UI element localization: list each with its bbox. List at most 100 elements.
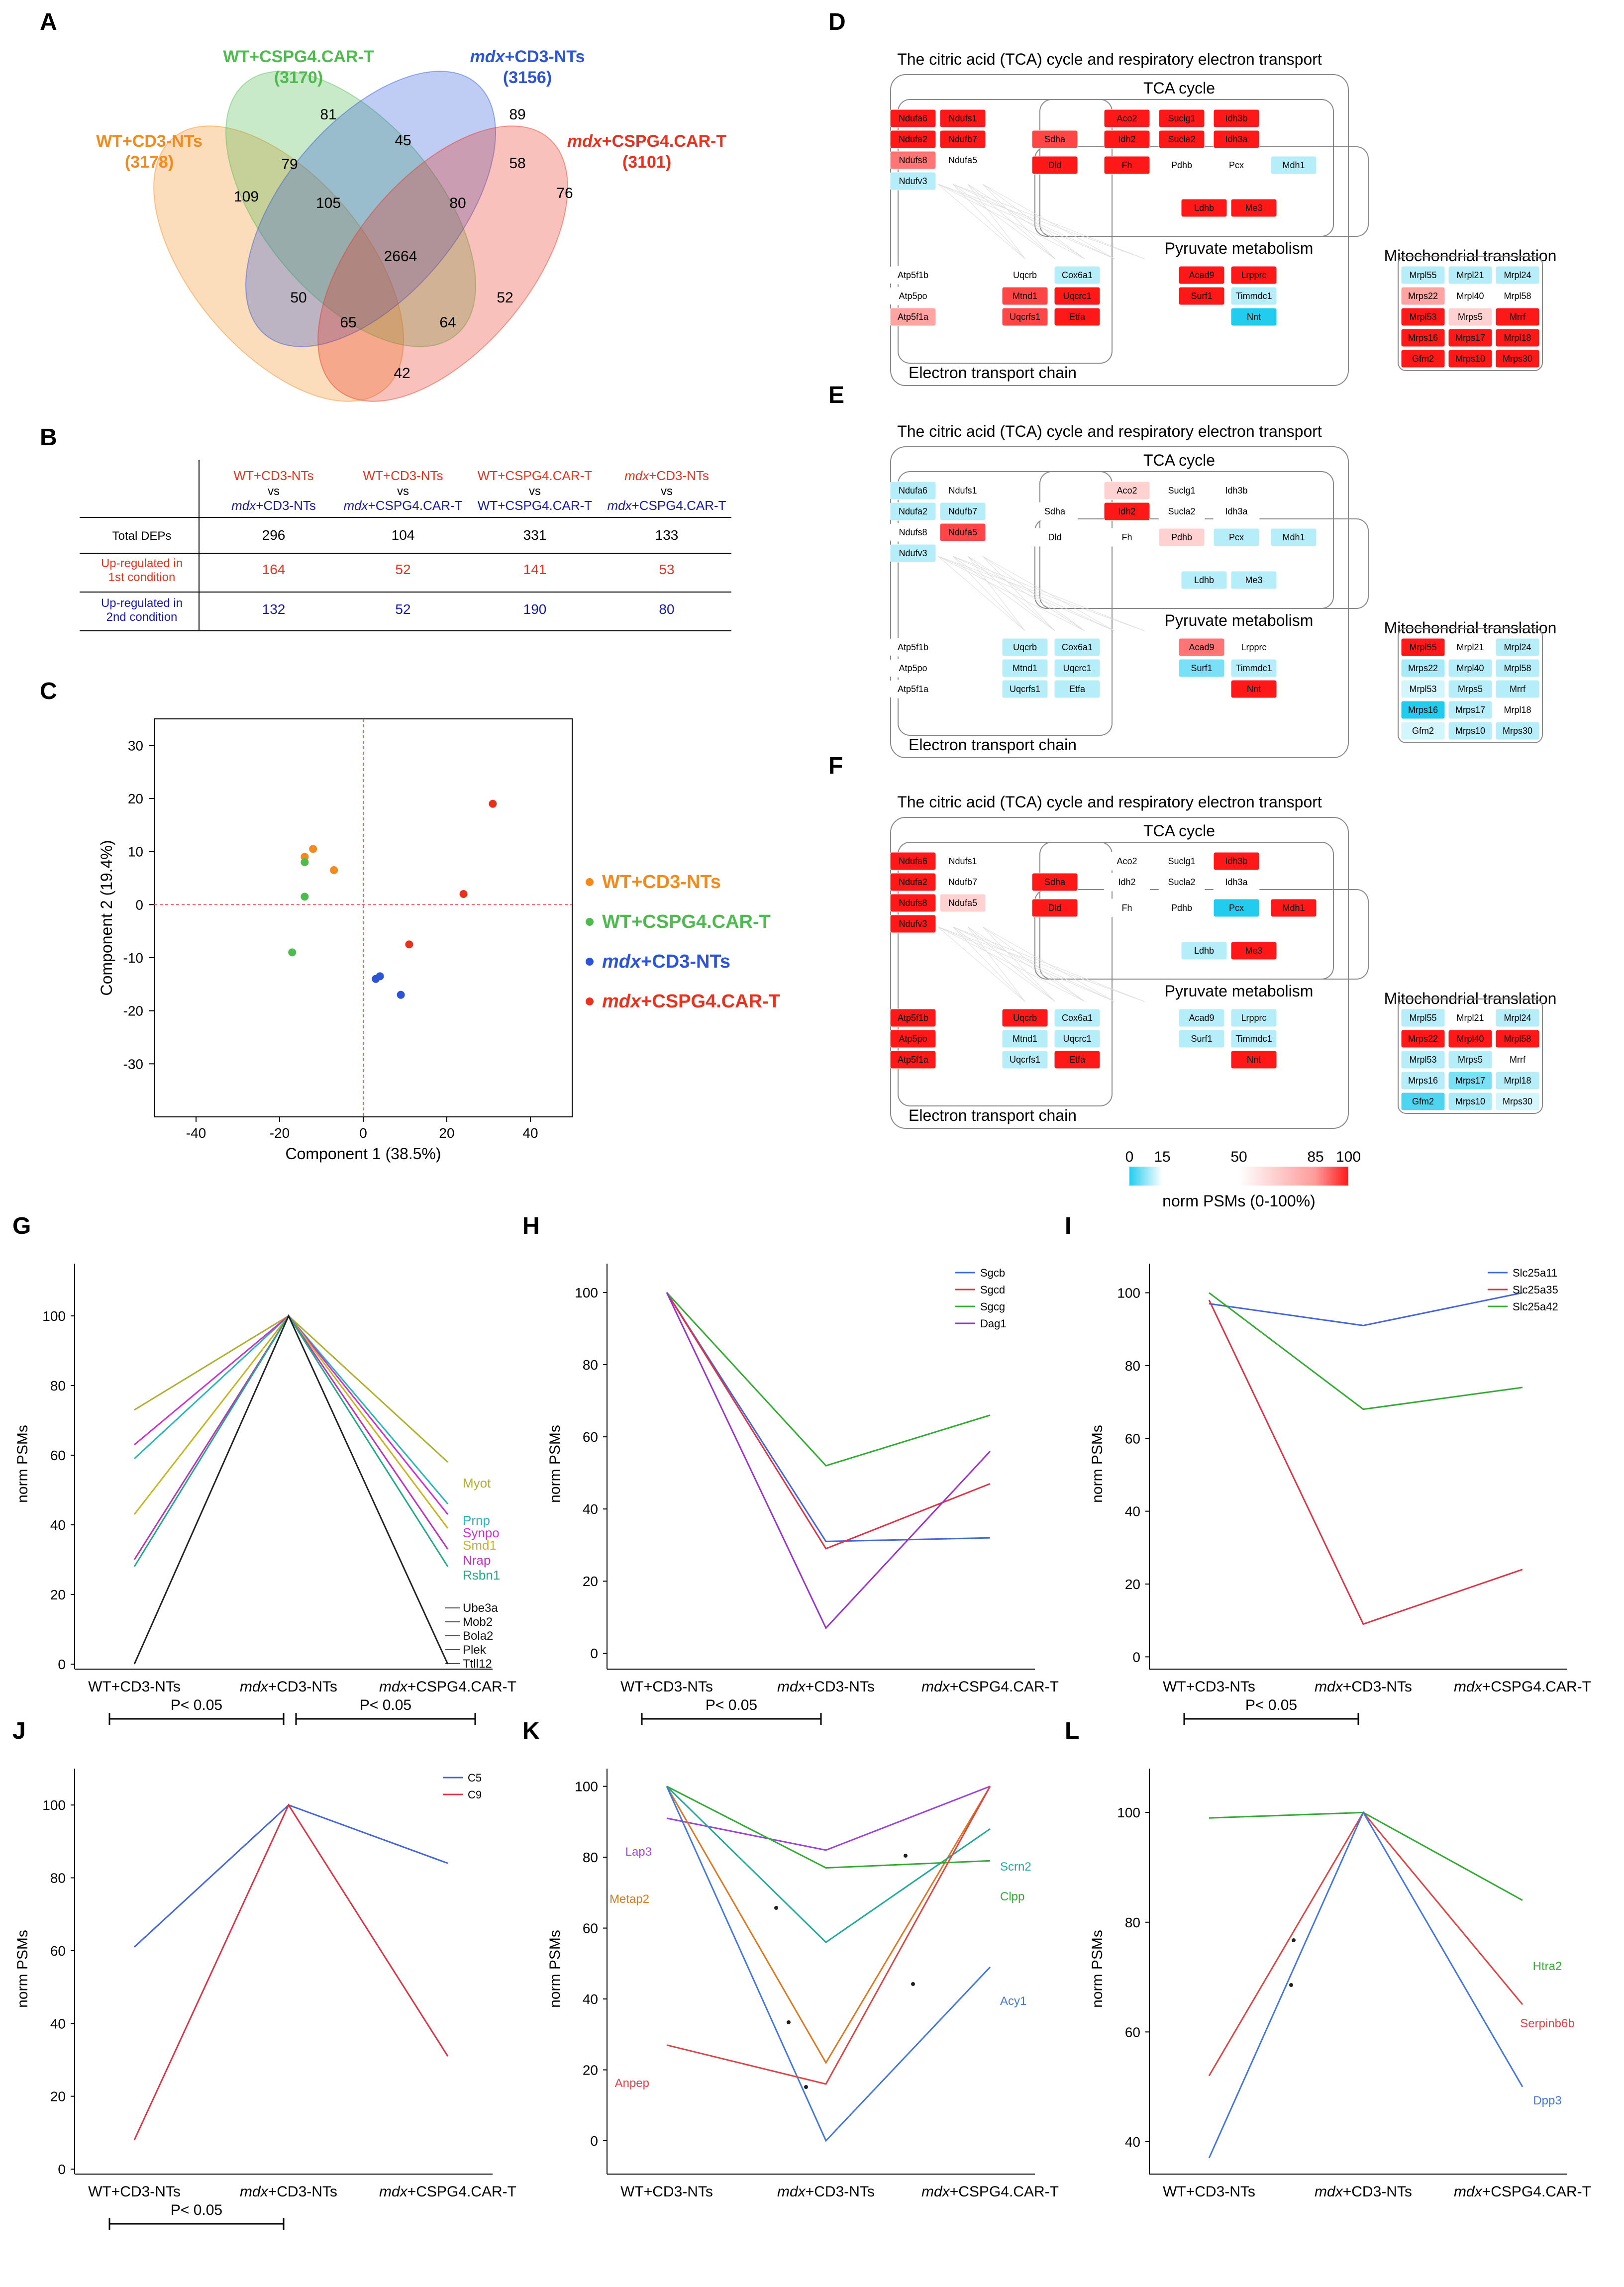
gene-box: Uqcrb	[1002, 1008, 1048, 1027]
significance-dot	[774, 1906, 778, 1910]
table-row-label: Total DEPs	[112, 529, 172, 543]
gene-box-fill	[1213, 156, 1260, 175]
label-suffix: +CSPG4.CAR-T	[950, 2184, 1059, 2200]
gene-box: Idh3b	[1213, 481, 1260, 500]
gene-box-fill	[1104, 130, 1150, 149]
gene-box: Mrpl58	[1495, 659, 1540, 678]
pyruvate-label: Pyruvate metabolism	[1165, 982, 1314, 1000]
x-tick-label: mdx+CD3-NTs	[777, 2184, 875, 2200]
panel-label-F: F	[828, 753, 843, 779]
gene-box: Mrps30	[1495, 721, 1540, 740]
gene-box-fill	[1054, 680, 1101, 698]
pca-ylabel: Component 2 (19.4%)	[98, 840, 115, 995]
gene-box-label: Ndufv3	[899, 548, 927, 558]
gene-box-fill	[939, 523, 986, 542]
colorbar-tick-label: 85	[1307, 1149, 1323, 1165]
gene-box-label: Suclg1	[1168, 486, 1195, 496]
pca-point	[301, 858, 309, 866]
venn-set-count: (3178)	[125, 153, 174, 172]
gene-box: Idh2	[1104, 130, 1150, 149]
gene-box: Uqcrb	[1002, 638, 1048, 657]
gene-box-label: Mdh1	[1282, 903, 1305, 913]
gene-box-label: Mrpl53	[1409, 1055, 1436, 1065]
gene-box-fill	[1495, 638, 1540, 657]
gene-box-fill	[1495, 287, 1540, 305]
gene-box: Mrps5	[1448, 680, 1493, 698]
panel-label-J: J	[12, 1718, 26, 1744]
gene-box-fill	[1178, 659, 1225, 678]
series-label: Mob2	[463, 1615, 493, 1629]
table-col-header-vs: vs	[529, 485, 541, 498]
gene-box-fill	[1230, 307, 1277, 326]
table-col-header-top: WT+CSPG4.CAR-T	[478, 468, 593, 483]
label-prefix: mdx	[567, 132, 603, 151]
gene-box-fill	[1401, 659, 1445, 678]
gene-box-label: Uqcrfs1	[1010, 684, 1040, 694]
colorbar-label: norm PSMs (0-100%)	[1162, 1192, 1316, 1210]
gene-box-label: Timmdc1	[1235, 663, 1272, 673]
pca-point	[288, 948, 297, 957]
gene-box: Pdhb	[1158, 528, 1205, 547]
y-tick-label: 100	[42, 1308, 66, 1324]
gene-box-label: Cox6a1	[1062, 642, 1093, 652]
pca-point	[301, 893, 309, 901]
series-line	[666, 1292, 991, 1630]
label-suffix: +CD3-NTs	[644, 2184, 713, 2200]
gene-box-label: Mrps17	[1455, 1076, 1485, 1086]
gene-box-label: Uqcrc1	[1063, 1034, 1091, 1044]
gene-box-fill	[1054, 638, 1101, 657]
venn-region-count: 65	[340, 314, 356, 331]
y-tick-label: 80	[1125, 1358, 1140, 1374]
gene-box: Mrps5	[1448, 1050, 1493, 1069]
label-prefix: mdx	[777, 1679, 806, 1695]
gene-box: Me3	[1230, 199, 1277, 217]
label-prefix: mdx	[921, 1679, 950, 1695]
gene-box-fill	[1054, 1029, 1101, 1048]
series-label: Htra2	[1533, 1960, 1562, 1973]
gene-box-fill	[1158, 130, 1205, 149]
gene-box-label: Pdhb	[1171, 532, 1192, 542]
dep-table: WT+CD3-NTsvsmdx+CD3-NTsWT+CD3-NTsvsmdx+C…	[80, 460, 731, 631]
table-cell: 331	[523, 527, 547, 543]
legend-label: Sgcd	[980, 1284, 1005, 1296]
gene-box-fill	[939, 481, 986, 500]
y-axis-label: norm PSMs	[1089, 1425, 1106, 1503]
panel-label-H: H	[522, 1213, 540, 1239]
significance-dot	[787, 2020, 791, 2024]
gene-box-fill	[939, 852, 986, 871]
gene-box: Mrpl55	[1401, 266, 1445, 285]
pathway-edge	[937, 184, 1025, 259]
table-row-label: Up-regulated in	[101, 557, 183, 570]
gene-box-label: Ndufa2	[899, 134, 927, 144]
gene-box-fill	[1213, 898, 1260, 917]
panel-label-C: C	[40, 678, 57, 704]
gene-box: Suclg1	[1158, 481, 1205, 500]
pathway-panel-F: The citric acid (TCA) cycle and respirat…	[890, 793, 1556, 1129]
gene-box-fill	[1002, 266, 1048, 285]
gene-box-label: Atp5f1a	[898, 312, 929, 322]
etc-box	[898, 99, 1113, 364]
label-suffix: +CSPG4.CAR-T	[1482, 1679, 1591, 1695]
gene-box-label: Ndufs8	[899, 527, 927, 537]
gene-box-label: Pdhb	[1171, 903, 1192, 913]
gene-box-fill	[1104, 502, 1150, 521]
x-tick-label: mdx+CSPG4.CAR-T	[921, 1679, 1059, 1695]
gene-box-fill	[890, 266, 936, 285]
series-line	[133, 1314, 449, 1504]
gene-box-fill	[890, 502, 936, 521]
label-prefix: mdx	[1454, 1679, 1483, 1695]
etc-box	[898, 842, 1113, 1106]
label-suffix: +CD3-NTs	[122, 132, 203, 151]
gene-box-fill	[1401, 721, 1445, 740]
gene-box: Idh2	[1104, 502, 1150, 521]
gene-box-fill	[1401, 1071, 1445, 1090]
gene-box-label: Mrps22	[1408, 291, 1438, 301]
legend-label: C5	[468, 1772, 482, 1784]
gene-box-fill	[1158, 852, 1205, 871]
gene-box: Ndufs1	[939, 481, 986, 500]
gene-box-fill	[1031, 873, 1078, 892]
panel-label-K: K	[522, 1718, 540, 1744]
gene-box-fill	[1230, 266, 1277, 285]
gene-box-label: Mrpl58	[1504, 291, 1531, 301]
